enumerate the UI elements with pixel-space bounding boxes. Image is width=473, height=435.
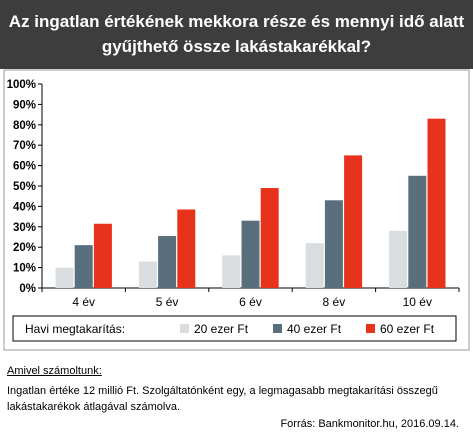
- x-tick-label: 5 év: [156, 295, 179, 309]
- legend-title: Havi megtakarítás:: [25, 322, 125, 336]
- title-line-2: gyűjthető össze lakástakarékkal?: [101, 37, 372, 56]
- legend-label: 40 ezer Ft: [287, 322, 342, 336]
- bar: [241, 220, 260, 288]
- bar: [138, 261, 157, 288]
- bar: [93, 223, 112, 288]
- y-tick-label: 30%: [13, 222, 36, 234]
- y-tick-label: 10%: [13, 263, 36, 275]
- chart-title: Az ingatlan értékének mekkora része és m…: [0, 9, 473, 59]
- x-tick-label: 6 év: [239, 295, 262, 309]
- bar: [344, 155, 363, 288]
- legend: Havi megtakarítás: 20 ezer Ft 40 ezer Ft 6…: [12, 315, 457, 342]
- legend-label: 20 ezer Ft: [194, 322, 249, 336]
- bar: [222, 255, 241, 288]
- bar: [389, 230, 408, 288]
- bar: [260, 188, 279, 288]
- bar: [158, 235, 177, 288]
- y-tick-label: 20%: [13, 242, 36, 254]
- bar: [55, 267, 74, 288]
- x-tick-label: 4 év: [72, 295, 95, 309]
- notes-line-1: Ingatlan értéke 12 millió Ft. Szolgáltat…: [7, 385, 438, 397]
- y-tick-label: 60%: [13, 161, 36, 173]
- y-tick-label: 90%: [13, 99, 36, 111]
- y-tick-label: 80%: [13, 120, 36, 132]
- bar: [324, 200, 343, 288]
- notes-text: Ingatlan értéke 12 millió Ft. Szolgáltat…: [7, 383, 469, 415]
- bar: [427, 118, 446, 289]
- chart-header: Az ingatlan értékének mekkora része és m…: [0, 0, 473, 69]
- bar: [305, 243, 324, 288]
- legend-label: 60 ezer Ft: [380, 322, 435, 336]
- x-axis: 4 év 5 év 6 év 8 év 10 év: [41, 287, 460, 309]
- y-tick-label: 100%: [7, 79, 36, 91]
- notes-line-2: lakástakarékok átlagával számolva.: [7, 401, 181, 413]
- bar: [408, 175, 427, 288]
- bar: [177, 209, 196, 288]
- legend-box: [12, 315, 457, 342]
- y-tick-label: 0%: [19, 283, 36, 295]
- chart-frame: [3, 69, 470, 351]
- x-tick-label: 10 év: [403, 295, 432, 309]
- bar-chart: 0% 10% 20% 30% 40% 50% 60% 70% 80% 90% 100% 4 év 5 …: [3, 69, 470, 351]
- y-axis: 0% 10% 20% 30% 40% 50% 60% 70% 80% 90% 100%: [7, 79, 43, 295]
- legend-swatch: [273, 324, 282, 333]
- y-tick-label: 70%: [13, 140, 36, 152]
- title-line-1: Az ingatlan értékének mekkora része és m…: [8, 12, 465, 31]
- source-note: Forrás: Bankmonitor.hu, 2016.09.14.: [280, 418, 459, 430]
- bar: [74, 245, 93, 288]
- x-tick-label: 8 év: [323, 295, 346, 309]
- y-tick-label: 40%: [13, 201, 36, 213]
- legend-swatch: [366, 324, 375, 333]
- y-tick-label: 50%: [13, 181, 36, 193]
- bars: [55, 118, 446, 289]
- notes-title: Amivel számoltunk:: [7, 365, 102, 377]
- legend-swatch: [180, 324, 189, 333]
